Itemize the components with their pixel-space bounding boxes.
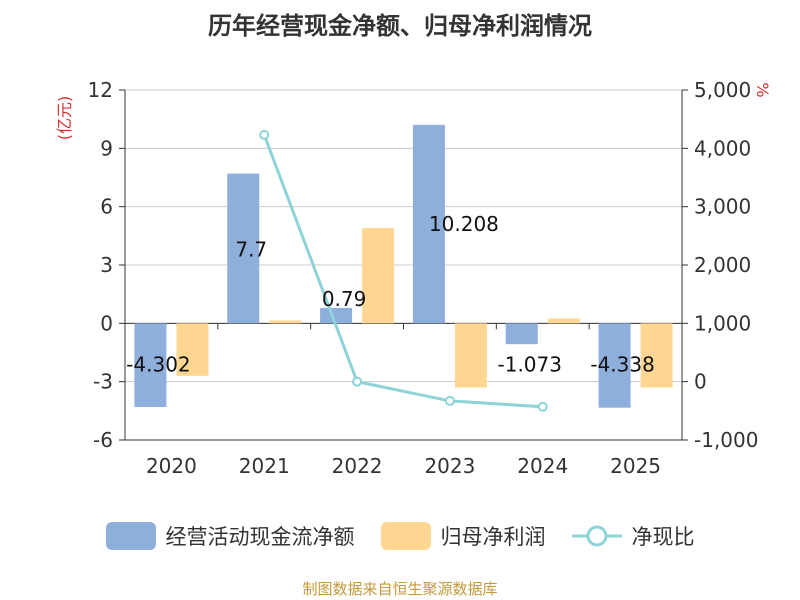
- x-tick-label: 2021: [239, 454, 290, 478]
- legend-label-netprofit: 归母净利润: [440, 525, 546, 549]
- bar-netprofit: [362, 228, 395, 324]
- legend-swatch-ratio: [571, 525, 622, 547]
- y-left-tick-label: 6: [100, 195, 113, 219]
- chart-title: 历年经营现金净额、归母净利润情况: [208, 12, 592, 40]
- y-right-tick-label: 4,000: [694, 136, 751, 160]
- y-left-tick-label: 0: [100, 311, 113, 335]
- data-label-cashflow: 10.208: [429, 212, 499, 236]
- y-right-tick-label: 5,000: [694, 78, 751, 102]
- y-right-tick-label: 0: [694, 370, 707, 394]
- point-ratio: [444, 395, 455, 406]
- y-left-axis-label: (亿元): [55, 96, 74, 141]
- y-right-tick-label: 2,000: [694, 253, 751, 277]
- bar-cashflow: [320, 307, 353, 324]
- legend-swatch-netprofit: [380, 522, 431, 550]
- legend-item-ratio[interactable]: 净现比: [571, 521, 695, 551]
- x-tick-label: 2022: [332, 454, 383, 478]
- x-tick-label: 2020: [146, 454, 197, 478]
- y-right-axis-label: %: [753, 82, 772, 97]
- point-ratio: [352, 376, 363, 387]
- x-tick-label: 2025: [610, 454, 661, 478]
- legend-label-cashflow: 经营活动现金流净额: [165, 525, 355, 549]
- legend-label-ratio: 净现比: [631, 525, 695, 549]
- bar-cashflow: [505, 323, 538, 345]
- bar-cashflow: [134, 323, 167, 407]
- bar-cashflow: [598, 323, 631, 408]
- bar-cashflow: [227, 173, 260, 324]
- y-left-tick-label: 12: [88, 78, 113, 102]
- x-tick-label: 2023: [424, 454, 475, 478]
- point-ratio: [537, 401, 548, 412]
- bar-netprofit: [454, 323, 487, 388]
- data-label-cashflow: -4.338: [590, 352, 654, 376]
- y-right-tick-label: 1,000: [694, 311, 751, 335]
- data-label-cashflow: -4.302: [126, 352, 190, 376]
- data-label-cashflow: 7.7: [235, 237, 267, 261]
- point-ratio: [259, 129, 270, 140]
- data-label-cashflow: -1.073: [498, 352, 562, 376]
- y-right-tick-label: 3,000: [694, 195, 751, 219]
- bar-netprofit: [176, 323, 209, 376]
- bar-cashflow: [412, 124, 445, 324]
- line-ratio: [262, 134, 543, 409]
- y-left-tick-label: 9: [100, 136, 113, 160]
- data-source: 制图数据来自恒生聚源数据库: [302, 580, 498, 598]
- y-left-tick-label: 3: [100, 253, 113, 277]
- legend: 经营活动现金流净额 归母净利润 净现比: [0, 516, 800, 556]
- y-left-tick-label: -6: [93, 428, 113, 452]
- x-tick-label: 2024: [517, 454, 568, 478]
- bar-netprofit: [547, 318, 580, 324]
- legend-item-netprofit[interactable]: 归母净利润: [380, 521, 546, 551]
- y-right-tick-label: -1,000: [694, 428, 758, 452]
- bar-netprofit: [269, 320, 302, 324]
- legend-swatch-cashflow: [105, 522, 156, 550]
- y-left-tick-label: -3: [93, 370, 113, 394]
- bar-netprofit: [640, 323, 673, 388]
- data-label-cashflow: 0.79: [322, 287, 367, 311]
- legend-item-cashflow[interactable]: 经营活动现金流净额: [105, 521, 355, 551]
